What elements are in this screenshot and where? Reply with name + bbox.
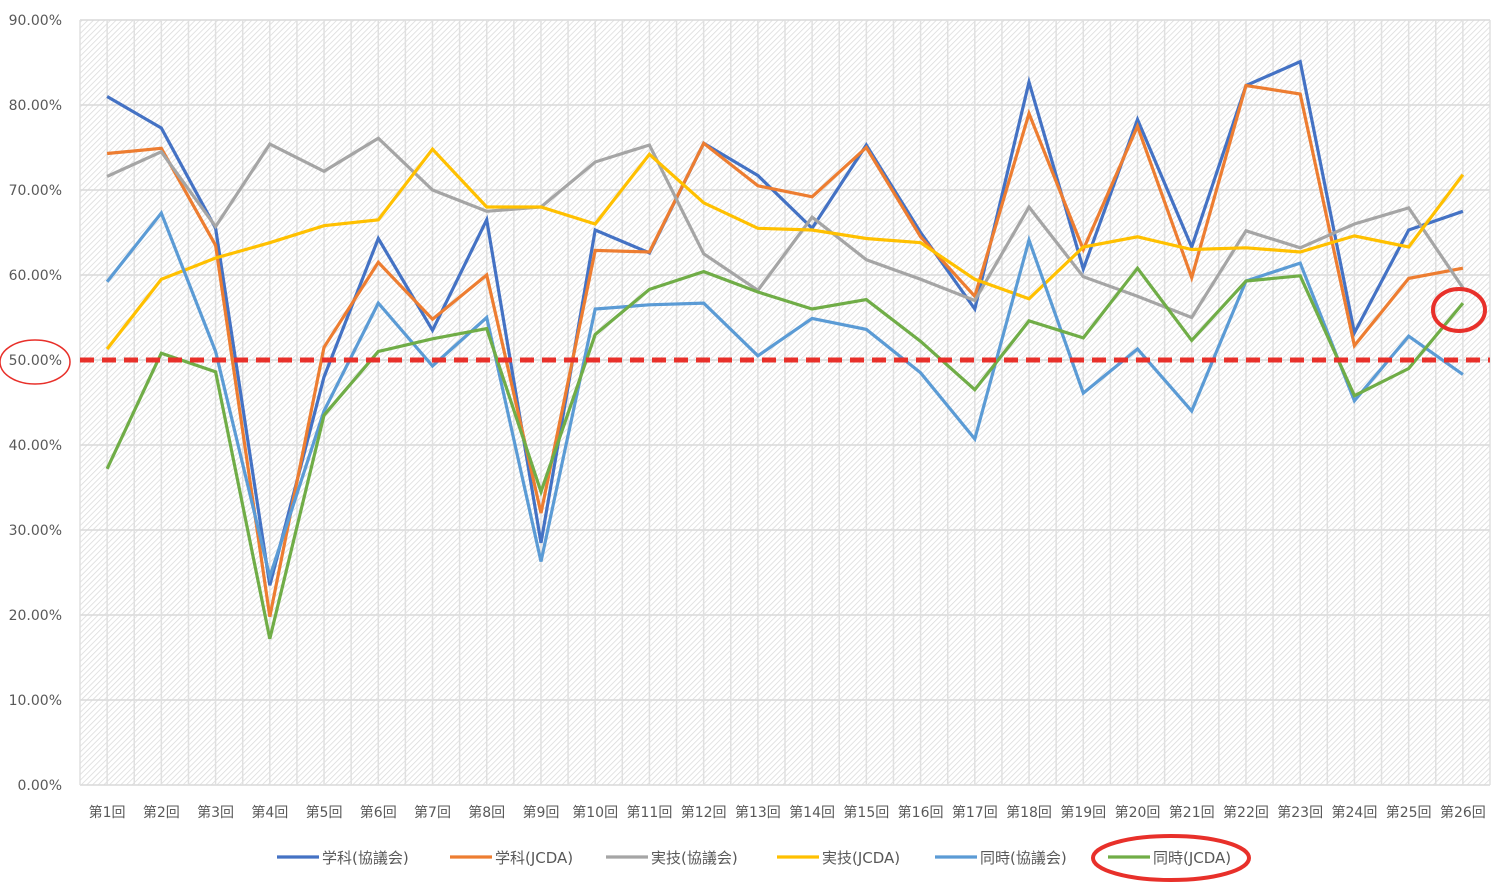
x-tick-label: 第14回 — [789, 804, 835, 821]
x-tick-label: 第26回 — [1440, 804, 1486, 821]
y-tick-label: 10.00% — [9, 693, 62, 709]
annotation-circle-50-label — [0, 339, 71, 385]
series-line-5 — [105, 265, 1465, 640]
x-axis-ticks: 第1回 第2回 第3回 第4回 第5回 第6回 第7回 第8回 第9回 第10回 第11回 第12回第… — [89, 804, 1486, 821]
y-tick-label: 30.00% — [9, 523, 62, 539]
annotation-circle-last-point — [1431, 287, 1487, 333]
y-tick-label: 40.00% — [9, 438, 62, 454]
legend-label: 実技(協議会) — [651, 849, 738, 867]
x-tick-label: 第16回 — [898, 804, 944, 821]
x-tick-label: 第1回 — [89, 804, 126, 821]
gridlines — [79, 19, 1491, 786]
y-tick-label: 60.00% — [9, 268, 62, 284]
x-tick-label: 第9回 — [523, 804, 560, 821]
y-tick-label: 50.00% — [9, 353, 62, 369]
y-tick-label: 80.00% — [9, 98, 62, 114]
x-tick-label: 第7回 — [414, 804, 451, 821]
series-line-4 — [105, 209, 1464, 583]
x-tick-label: 第8回 — [468, 804, 505, 821]
legend-label: 学科(協議会) — [322, 849, 409, 867]
x-tick-label: 第21回 — [1169, 804, 1215, 821]
x-tick-label: 第3回 — [197, 804, 234, 821]
x-tick-label: 第15回 — [843, 804, 889, 821]
x-tick-label: 第24回 — [1332, 804, 1378, 821]
annotations — [0, 287, 1487, 882]
x-tick-label: 第6回 — [360, 804, 397, 821]
series-line-3 — [105, 146, 1465, 350]
series-lines — [105, 59, 1465, 640]
x-tick-label: 第13回 — [735, 804, 781, 821]
x-tick-label: 第20回 — [1115, 804, 1161, 821]
y-tick-label: 70.00% — [9, 183, 62, 199]
x-tick-label: 第12回 — [681, 804, 727, 821]
annotation-circle-legend — [1091, 834, 1251, 882]
x-tick-label: 第4回 — [251, 804, 288, 821]
x-tick-label: 第23回 — [1277, 804, 1323, 821]
x-tick-label: 第18回 — [1006, 804, 1052, 821]
x-tick-label: 第25回 — [1386, 804, 1432, 821]
x-tick-label: 第11回 — [627, 804, 673, 821]
y-axis-ticks: 0.00% 10.00% 20.00% 30.00% 40.00% 50.00% 60.00… — [9, 13, 62, 794]
x-tick-label: 第2回 — [143, 804, 180, 821]
x-tick-label: 第10回 — [572, 804, 618, 821]
legend: 学科(協議会) 学科(JCDA) 実技(協議会) 実技(JCDA) 同時(協議会) 同時(… — [277, 849, 1231, 867]
y-tick-label: 20.00% — [9, 608, 62, 624]
legend-label: 同時(JCDA) — [1153, 849, 1231, 867]
legend-label: 実技(JCDA) — [822, 849, 900, 867]
x-tick-label: 第22回 — [1223, 804, 1269, 821]
legend-label: 学科(JCDA) — [495, 849, 573, 867]
series-line-1 — [106, 83, 1464, 618]
x-tick-label: 第5回 — [306, 804, 343, 821]
series-line-2 — [106, 136, 1465, 320]
y-tick-label: 90.00% — [9, 13, 62, 29]
x-tick-label: 第19回 — [1060, 804, 1106, 821]
y-tick-label: 0.00% — [18, 778, 62, 794]
legend-label: 同時(協議会) — [980, 849, 1067, 867]
x-tick-label: 第17回 — [952, 804, 998, 821]
